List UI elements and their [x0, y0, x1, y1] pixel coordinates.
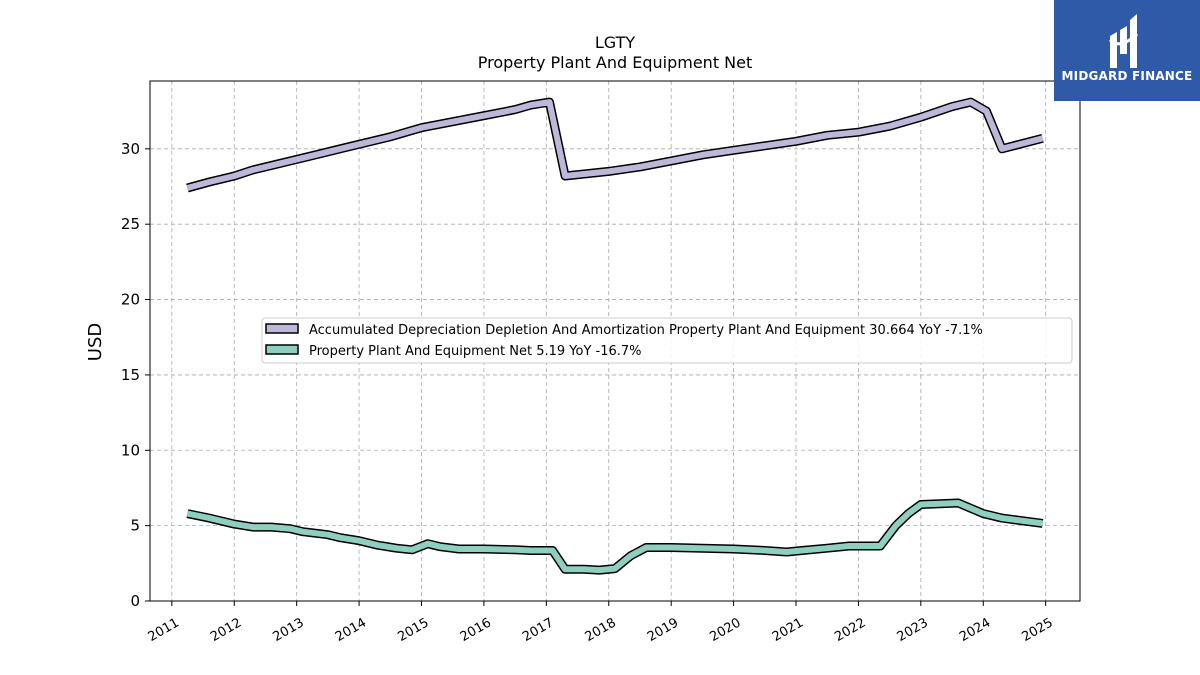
legend-swatch-accumulated-depreciation [265, 323, 299, 334]
y-tick-label: 15 [121, 366, 140, 384]
x-tick-label: 2025 [1020, 615, 1056, 645]
plot-frame [149, 80, 1081, 602]
series-outline-0 [186, 97, 1044, 193]
chart-subtitle: Property Plant And Equipment Net [478, 53, 753, 72]
x-tick-label: 2021 [770, 615, 806, 645]
series-line-0 [186, 99, 1044, 191]
y-tick-label: 0 [130, 592, 140, 610]
x-tick-label: 2017 [520, 615, 556, 645]
x-tick-label: 2011 [146, 615, 182, 645]
x-tick-label: 2023 [895, 615, 931, 645]
series-outline-1 [186, 498, 1044, 575]
legend-box [261, 317, 1073, 364]
legend-label-ppe-net: Property Plant And Equipment Net 5.19 Yo… [309, 344, 642, 359]
x-tick-label: 2015 [395, 615, 431, 645]
y-tick-label: 30 [121, 140, 140, 158]
legend-label-accumulated-depreciation: Accumulated Depreciation Depletion And A… [309, 323, 983, 338]
series-line-1 [186, 500, 1043, 574]
y-tick-label: 10 [121, 441, 140, 459]
x-tick-label: 2012 [208, 615, 244, 645]
midgard-mark-icon [1108, 14, 1139, 68]
legend: Accumulated Depreciation Depletion And A… [261, 317, 1073, 364]
x-tick-label: 2024 [957, 615, 993, 645]
x-tick-label: 2020 [707, 615, 743, 645]
y-tick-label: 5 [130, 517, 140, 535]
legend-swatch-ppe-net [265, 344, 299, 355]
x-tick-label: 2013 [271, 615, 307, 645]
brand-name: MIDGARD FINANCE [1061, 69, 1193, 83]
y-axis-label: USD [85, 323, 106, 361]
series-lines [186, 97, 1044, 575]
chart-title: LGTY [595, 33, 636, 52]
brand-logo: MIDGARD FINANCE [1054, 0, 1200, 101]
x-tick-label: 2022 [832, 615, 868, 645]
x-tick-label: 2016 [458, 615, 494, 645]
y-tick-label: 20 [121, 291, 140, 309]
y-tick-label: 25 [121, 215, 140, 233]
x-tick-label: 2018 [583, 615, 619, 645]
x-tick-label: 2019 [645, 615, 681, 645]
x-tick-label: 2014 [333, 615, 369, 645]
